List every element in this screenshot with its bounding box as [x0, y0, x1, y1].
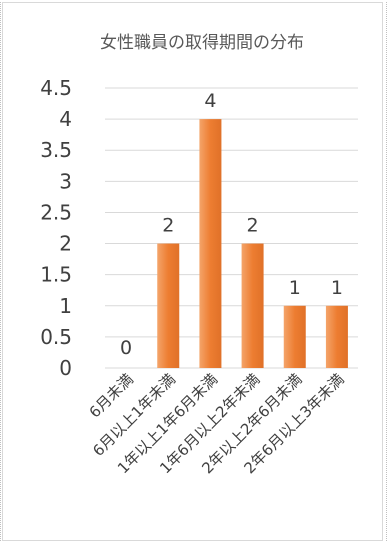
bars [157, 119, 348, 368]
y-axis-ticks: 0 0.5 1 1.5 2 2.5 3 3.5 4 4.5 [40, 76, 72, 380]
data-label: 0 [120, 337, 132, 359]
bar [241, 243, 264, 368]
data-label: 2 [162, 215, 174, 237]
y-tick-label: 0 [59, 356, 72, 380]
chart-frame [2, 2, 383, 541]
category-labels: 6月未満6月以上1年未満1年以上1年6月未満1年6月以上2年未満2年以上2年6月… [86, 370, 348, 477]
y-tick-label: 0.5 [40, 325, 72, 349]
y-tick-label: 1 [59, 294, 72, 318]
data-labels: 0 2 4 2 1 1 [120, 90, 343, 359]
y-tick-label: 1.5 [40, 263, 72, 287]
y-tick-label: 4.5 [40, 76, 72, 100]
y-tick-label: 4 [59, 107, 72, 131]
y-tick-label: 2 [59, 232, 72, 256]
gridlines [105, 87, 358, 369]
data-label: 4 [204, 90, 216, 112]
chart-title: 女性職員の取得期間の分布 [100, 33, 304, 53]
data-label: 1 [289, 277, 301, 299]
bar [325, 305, 348, 368]
bar [283, 305, 306, 368]
y-tick-label: 2.5 [40, 200, 72, 224]
bar [199, 119, 222, 368]
data-label: 2 [247, 215, 259, 237]
bar [157, 243, 180, 368]
data-label: 1 [331, 277, 343, 299]
y-tick-label: 3.5 [40, 138, 72, 162]
left-edge-rule [0, 2, 3, 541]
y-tick-label: 3 [59, 169, 72, 193]
